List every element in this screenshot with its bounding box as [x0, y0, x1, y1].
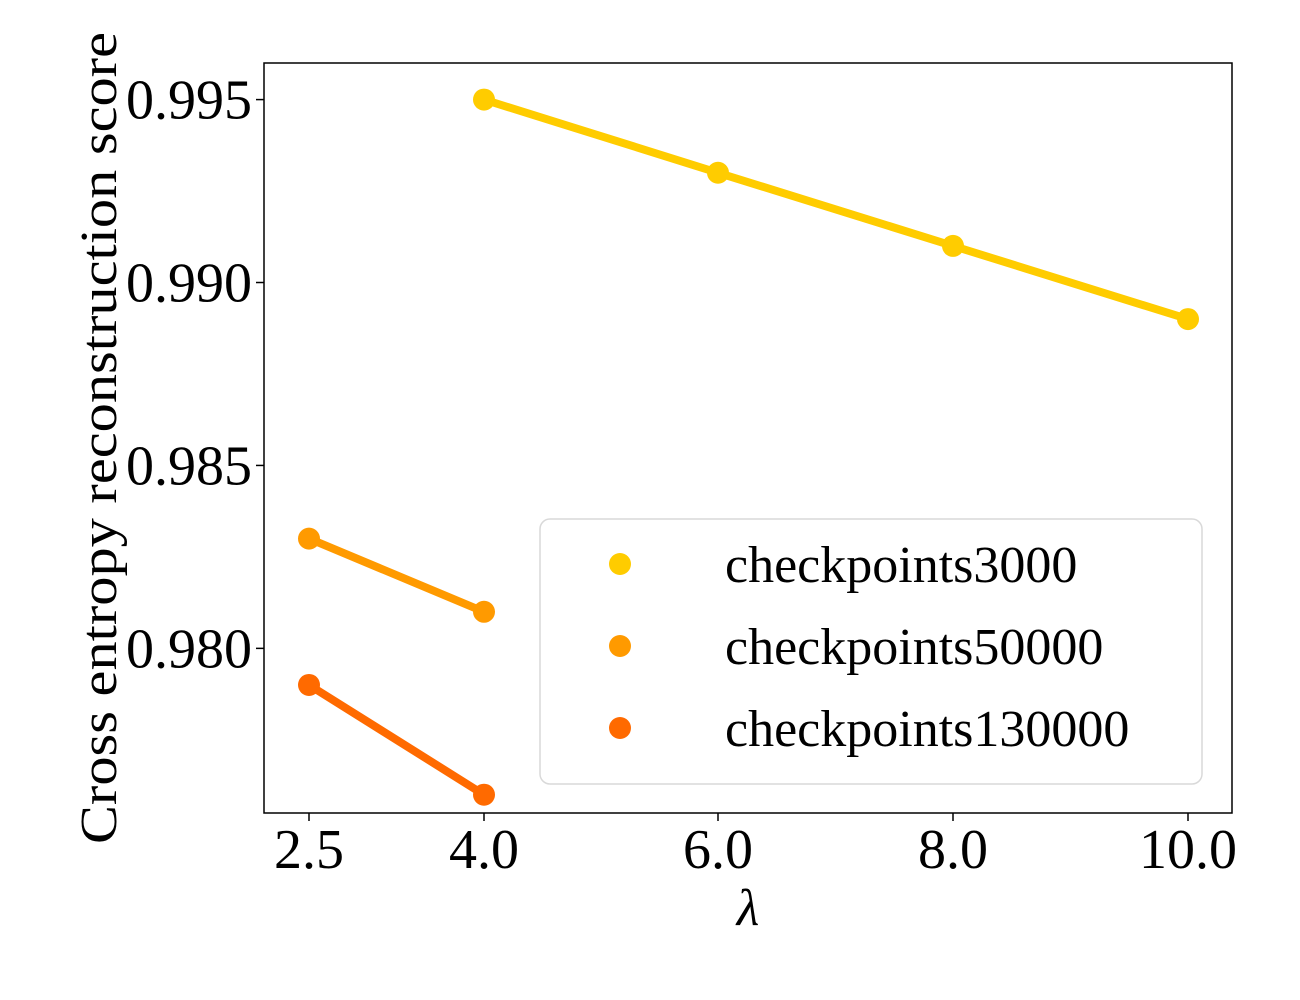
series-checkpoints50000: [298, 527, 495, 623]
series-line: [480, 95, 1192, 324]
x-tick-label: 6.0: [683, 819, 753, 881]
y-tick-label: 0.980: [126, 618, 252, 680]
legend-marker: [609, 717, 631, 739]
plot-marks: [298, 88, 1199, 806]
series-line: [305, 534, 488, 616]
y-tick-label: 0.985: [126, 435, 252, 497]
legend-marker: [609, 635, 631, 657]
legend-item-checkpoints50000: checkpoints50000: [609, 619, 1103, 676]
y-axis: 0.980 0.985 0.990 0.995: [126, 70, 264, 680]
legend-item-checkpoints130000: checkpoints130000: [609, 701, 1129, 758]
x-tick-label: 2.5: [274, 819, 344, 881]
x-tick-label: 8.0: [918, 819, 988, 881]
legend-label: checkpoints130000: [725, 701, 1129, 758]
legend-item-checkpoints3000: checkpoints3000: [609, 537, 1077, 594]
legend-label: checkpoints3000: [725, 537, 1077, 594]
series-line: [305, 680, 488, 799]
x-tick-label: 4.0: [449, 819, 519, 881]
legend: checkpoints3000 checkpoints50000 checkpoin…: [539, 518, 1203, 785]
data-point: [298, 673, 320, 696]
data-point: [942, 234, 964, 257]
data-point: [1177, 308, 1199, 331]
legend-box: [539, 518, 1203, 785]
data-point: [473, 600, 495, 623]
data-point: [298, 527, 320, 550]
series-checkpoints3000: [473, 88, 1199, 331]
y-tick-label: 0.990: [126, 253, 252, 315]
legend-label: checkpoints50000: [725, 619, 1103, 676]
data-point: [473, 783, 495, 806]
series-checkpoints130000: [298, 673, 495, 806]
x-tick-label: 10.0: [1139, 819, 1237, 881]
legend-marker: [609, 553, 631, 575]
y-tick-label: 0.995: [126, 70, 252, 132]
x-axis-label: λ: [735, 880, 760, 937]
x-axis: 2.5 4.0 6.0 8.0 10.0: [274, 813, 1237, 881]
plot-area-frame: [263, 62, 1233, 814]
data-point: [473, 88, 495, 111]
y-axis-label: Cross entropy reconstruction score: [71, 32, 128, 844]
data-point: [707, 161, 729, 184]
